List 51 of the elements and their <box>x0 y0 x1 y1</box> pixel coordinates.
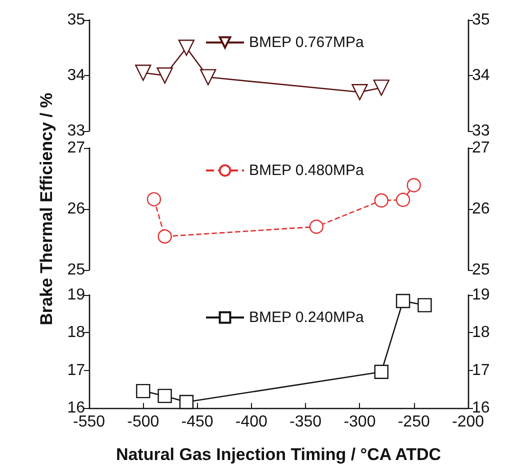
y-tick-label: 34 <box>67 67 86 84</box>
point <box>418 298 432 312</box>
y-tick-label: 19 <box>67 286 86 304</box>
x-axis-title: Natural Gas Injection Timing / °CA ATDC <box>116 445 442 464</box>
point <box>374 364 388 379</box>
x-tick-label: -300 <box>344 414 376 430</box>
y2-tick-label: 34 <box>472 67 490 84</box>
x-tick-label: -200 <box>452 414 484 430</box>
point <box>396 192 410 207</box>
point <box>178 40 195 56</box>
point <box>352 84 368 100</box>
point <box>406 178 421 192</box>
y-tick-label: 17 <box>67 362 86 379</box>
x-tick-label: -500 <box>127 414 160 430</box>
point <box>374 193 388 208</box>
point <box>396 294 410 308</box>
point <box>135 64 152 81</box>
y2-tick-label: 18 <box>472 324 490 342</box>
point <box>158 229 172 244</box>
y2-tick-label: 26 <box>472 200 490 218</box>
y-tick-label: 25 <box>67 262 86 278</box>
y-tick-label: 16 <box>67 400 86 416</box>
y2-tick-label: 25 <box>472 262 490 278</box>
y2-tick-label: 16 <box>472 400 490 416</box>
point <box>179 394 194 410</box>
point <box>158 388 172 404</box>
x-tick-label: -250 <box>398 414 430 430</box>
y-tick-label: 33 <box>67 122 86 140</box>
y-tick-label: 27 <box>67 140 86 156</box>
point <box>146 192 162 206</box>
y2-tick-label: 17 <box>472 362 490 379</box>
legend-label: BMEP 0.480MPa <box>249 162 364 179</box>
point <box>136 384 150 398</box>
x-tick-label: -550 <box>72 414 106 430</box>
legend-label: BMEP 0.767MPa <box>249 34 364 51</box>
y-axis-title: Brake Thermal Efficiency / % <box>37 92 56 326</box>
y-tick-label: 18 <box>67 324 86 342</box>
y2-tick-label: 35 <box>472 12 490 28</box>
x-tick-label: -450 <box>181 414 214 430</box>
point <box>200 69 216 86</box>
y-tick-label: 35 <box>67 12 86 28</box>
y-tick-label: 26 <box>67 200 86 218</box>
legend-label: BMEP 0.240MPa <box>249 309 364 326</box>
point <box>309 220 324 234</box>
x-tick-label: -400 <box>235 414 268 430</box>
point <box>156 67 173 84</box>
y2-tick-label: 27 <box>472 140 490 156</box>
y2-tick-label: 19 <box>472 286 490 304</box>
y2-tick-label: 33 <box>472 122 490 140</box>
point <box>373 80 390 96</box>
x-tick-label: -350 <box>290 414 322 430</box>
